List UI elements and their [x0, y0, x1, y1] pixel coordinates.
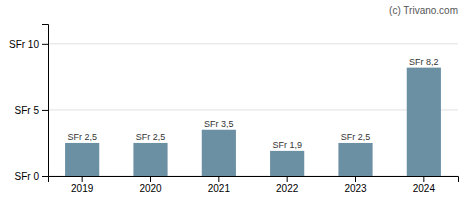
data-label: SFr 1,9 [272, 140, 302, 150]
x-tick-mark [218, 176, 219, 182]
data-label: SFr 2,5 [136, 132, 166, 142]
y-axis-line [42, 25, 49, 177]
data-label: SFr 8,2 [409, 57, 439, 67]
x-tick: 2019 [71, 176, 94, 194]
bar [407, 68, 441, 176]
y-tick-label: SFr 0 [15, 171, 40, 182]
chart: SFr 0 SFr 5 SFr 10 2019 2020 2021 2022 2023 2024… [0, 0, 470, 200]
y-tick-mark [42, 44, 48, 45]
y-tick-mark [42, 176, 48, 177]
x-tick-mark [423, 176, 424, 182]
bar [202, 130, 236, 176]
x-tick-label: 2019 [71, 183, 94, 194]
y-axis: SFr 0 SFr 5 SFr 10 [9, 25, 49, 182]
annotations: (c) Trivano.com [389, 5, 458, 16]
x-tick-mark [287, 176, 288, 182]
y-tick: SFr 10 [9, 39, 48, 50]
plot: SFr 0 SFr 5 SFr 10 2019 2020 2021 2022 2023 2024… [9, 25, 459, 195]
data-label: SFr 2,5 [67, 132, 97, 142]
y-tick-label: SFr 5 [15, 105, 40, 116]
x-tick-mark [150, 176, 151, 182]
bars [65, 68, 441, 176]
x-tick: 2024 [413, 176, 436, 194]
x-axis-line [49, 177, 459, 183]
grid-line [48, 43, 458, 44]
x-tick-label: 2021 [208, 183, 231, 194]
bar [65, 143, 99, 176]
x-tick-mark [355, 176, 356, 182]
annotation: (c) Trivano.com [389, 5, 458, 16]
x-tick-label: 2022 [276, 183, 299, 194]
grid [48, 44, 458, 176]
x-tick: 2023 [344, 176, 367, 194]
y-tick-label: SFr 10 [9, 39, 39, 50]
x-tick: 2021 [208, 176, 231, 194]
bar [270, 151, 304, 176]
data-labels: SFr 2,5 SFr 2,5 SFr 3,5 SFr 1,9 SFr 2,5 SFr 8… [67, 57, 438, 150]
x-tick: 2022 [276, 176, 299, 194]
bar [133, 143, 167, 176]
x-tick-label: 2024 [413, 183, 436, 194]
grid-line [48, 109, 458, 110]
data-label: SFr 3,5 [204, 119, 234, 129]
x-axis: 2019 2020 2021 2022 2023 2024 [49, 176, 459, 194]
y-tick: SFr 5 [15, 105, 48, 116]
x-tick-label: 2020 [139, 183, 162, 194]
y-tick: SFr 0 [15, 171, 48, 182]
y-tick-mark [42, 110, 48, 111]
x-tick-label: 2023 [344, 183, 367, 194]
x-tick: 2020 [139, 176, 162, 194]
bar [338, 143, 372, 176]
x-tick-mark [82, 176, 83, 182]
data-label: SFr 2,5 [341, 132, 371, 142]
